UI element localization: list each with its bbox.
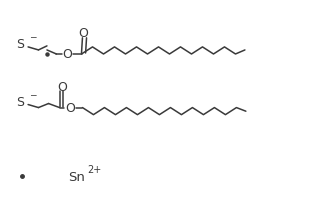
Text: O: O [62,48,72,61]
Text: O: O [57,80,67,93]
Text: O: O [65,102,75,114]
Text: O: O [78,27,88,40]
Text: Sn: Sn [68,170,85,183]
Text: 2+: 2+ [87,164,101,174]
Text: S: S [16,38,24,51]
Text: −: − [29,90,36,98]
Text: −: − [29,32,36,41]
Text: S: S [16,95,24,109]
